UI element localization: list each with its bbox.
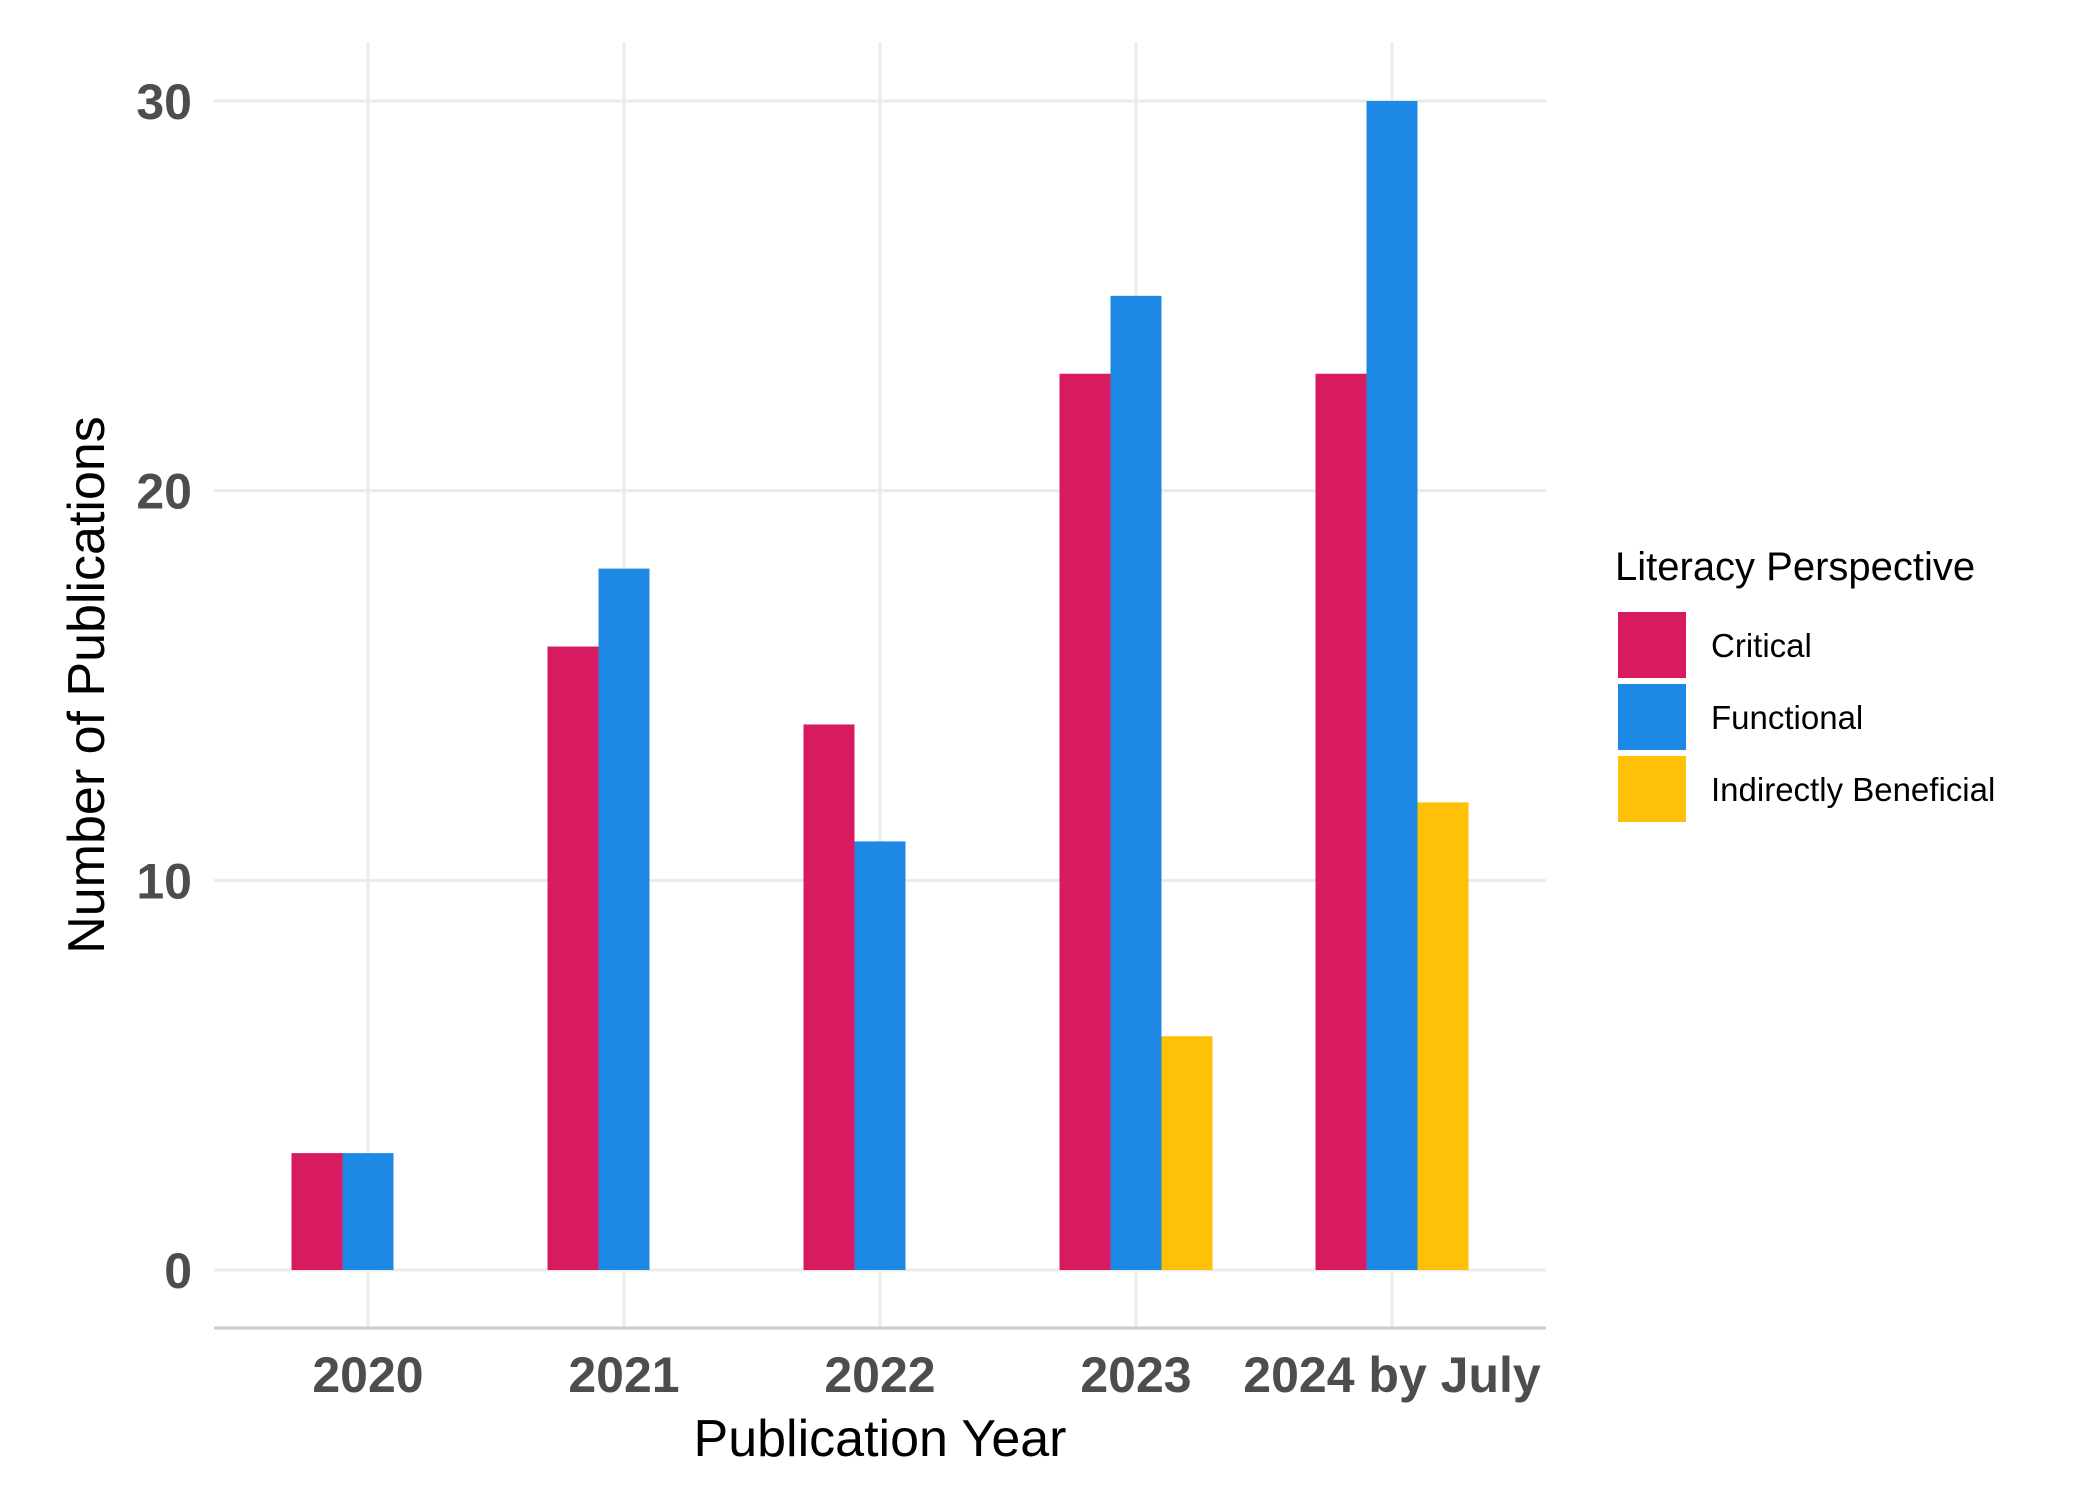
bar-critical-2023: [1059, 373, 1111, 1270]
y-tick-label: 30: [136, 74, 192, 130]
bar-critical-2024-by-july: [1315, 373, 1367, 1270]
y-tick-label: 10: [136, 853, 192, 909]
y-tick-labels: 0 10 20 30: [136, 74, 192, 1299]
x-tick-label: 2020: [312, 1347, 423, 1403]
legend-swatch: [1618, 684, 1686, 750]
legend-swatch: [1618, 612, 1686, 678]
bars: [291, 101, 1469, 1270]
legend-title: Literacy Perspective: [1615, 545, 1975, 589]
bar-indirectly-beneficial-2024-by-july: [1417, 802, 1469, 1270]
bar-functional-2020: [342, 1153, 394, 1270]
legend-items: Critical Functional Indirectly Beneficial: [1618, 612, 1995, 822]
bar-functional-2024-by-july: [1366, 101, 1418, 1270]
x-axis-title: Publication Year: [694, 1410, 1067, 1468]
legend-label: Critical: [1711, 627, 1812, 664]
legend: Literacy Perspective Critical Functional I…: [1615, 545, 1995, 822]
y-axis-title: Number of Publications: [58, 416, 116, 954]
bar-functional-2022: [854, 841, 906, 1270]
legend-label: Indirectly Beneficial: [1711, 771, 1995, 808]
bar-functional-2023: [1110, 295, 1162, 1270]
bar-critical-2021: [547, 646, 599, 1270]
legend-swatch: [1618, 756, 1686, 822]
bar-functional-2021: [598, 568, 650, 1270]
bar-critical-2020: [291, 1153, 343, 1270]
y-tick-label: 0: [164, 1243, 192, 1299]
bar-indirectly-beneficial-2023: [1161, 1036, 1213, 1270]
x-tick-labels: 2020 2021 2022 2023 2024 by July: [312, 1347, 1541, 1403]
x-tick-label: 2021: [568, 1347, 679, 1403]
y-tick-label: 20: [136, 464, 192, 520]
x-tick-label: 2023: [1080, 1347, 1191, 1403]
legend-label: Functional: [1711, 699, 1863, 736]
x-tick-label: 2024 by July: [1243, 1347, 1541, 1403]
bar-critical-2022: [803, 724, 855, 1270]
x-tick-label: 2022: [824, 1347, 935, 1403]
